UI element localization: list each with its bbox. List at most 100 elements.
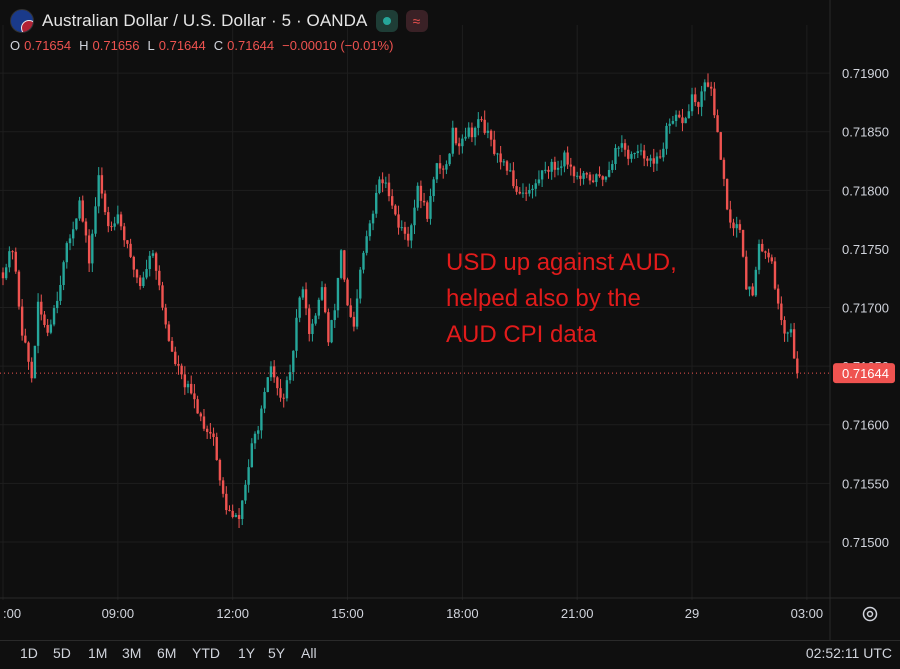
- range-5y[interactable]: 5Y: [268, 645, 286, 661]
- candle-body: [11, 251, 14, 253]
- candle-body: [65, 243, 68, 263]
- candle-body: [617, 147, 620, 149]
- candle-body: [339, 250, 343, 278]
- market-open-icon[interactable]: [375, 10, 398, 32]
- candle-body: [145, 269, 148, 278]
- y-tick-label: 0.71600: [842, 418, 889, 433]
- candle-body: [477, 119, 480, 128]
- candle-body: [496, 153, 499, 155]
- candle-body: [556, 167, 560, 170]
- candle-body: [442, 168, 445, 170]
- symbol-title[interactable]: Australian Dollar / U.S. Dollar · 5 · OA…: [42, 11, 368, 30]
- candle-body: [228, 510, 231, 512]
- candle-body: [560, 166, 563, 168]
- price-axis[interactable]: 0.71900 0.71850 0.71800 0.71750 0.71700 0.716…: [842, 66, 889, 550]
- candle-body: [231, 510, 234, 517]
- wave-icon[interactable]: ≈: [405, 10, 428, 32]
- candle-body: [607, 169, 611, 177]
- candle-body: [375, 192, 378, 214]
- range-1y[interactable]: 1Y: [238, 645, 256, 661]
- annotation-line: AUD CPI data: [446, 321, 597, 348]
- range-3m[interactable]: 3M: [122, 645, 142, 661]
- range-ytd[interactable]: YTD: [192, 645, 220, 661]
- candle-body: [448, 153, 451, 165]
- candle-body: [234, 514, 238, 517]
- candle-body: [470, 127, 474, 138]
- range-all[interactable]: All: [301, 645, 317, 661]
- candle-body: [218, 459, 222, 481]
- candle-body: [652, 158, 655, 164]
- utc-clock[interactable]: 02:52:11 UTC: [805, 645, 892, 661]
- candle-body: [288, 372, 292, 381]
- candle-body: [378, 179, 381, 193]
- candle-body: [678, 114, 681, 118]
- annotation-line: USD up against AUD,: [446, 249, 677, 276]
- range-1m[interactable]: 1M: [88, 645, 108, 661]
- candle-body: [509, 170, 512, 172]
- candle-body: [387, 182, 391, 197]
- last-price-label: 0.71644: [842, 366, 889, 381]
- candle-body: [295, 317, 298, 351]
- x-tick-label: 03:00: [791, 606, 824, 621]
- candle-body: [738, 224, 742, 230]
- y-tick-label: 0.71850: [842, 125, 889, 140]
- candle-body: [78, 200, 81, 219]
- candle-body: [694, 94, 697, 103]
- candle-body: [754, 269, 758, 296]
- candle-body: [59, 285, 62, 301]
- low-key: L: [147, 38, 155, 53]
- candle-body: [732, 222, 735, 229]
- range-5d[interactable]: 5D: [53, 645, 71, 661]
- ohlc-readout: O 0.71654 H 0.71656 L 0.71644 C 0.71644 −0.0…: [10, 38, 397, 53]
- candle-body: [97, 175, 100, 207]
- candle-body: [534, 183, 537, 189]
- candle-body: [36, 301, 40, 346]
- candle-body: [457, 143, 461, 147]
- candle-body: [40, 301, 43, 315]
- annotation-line: helped also by the: [446, 285, 641, 312]
- open-key: O: [10, 38, 21, 53]
- candle-body: [346, 279, 349, 306]
- candle-body: [282, 397, 285, 399]
- candle-body: [461, 138, 464, 147]
- candle-body: [49, 324, 53, 333]
- x-tick-label: 15:00: [331, 606, 364, 621]
- candle-body: [193, 393, 196, 400]
- candle-body: [94, 206, 97, 234]
- candle-body: [323, 287, 327, 313]
- range-6m[interactable]: 6M: [157, 645, 177, 661]
- candle-body: [576, 175, 579, 177]
- candle-body: [221, 480, 225, 494]
- candle-body: [272, 366, 276, 378]
- candle-body: [464, 136, 467, 139]
- candle-body: [429, 196, 432, 219]
- candle-body: [100, 175, 104, 194]
- time-axis[interactable]: :00 09:00 12:00 15:00 18:00 21:00 29 03:00: [3, 606, 823, 621]
- open-value: 0.71654: [24, 38, 72, 53]
- candle-body: [579, 175, 582, 179]
- candle-body: [14, 251, 17, 272]
- candle-body: [400, 227, 403, 229]
- candle-body: [196, 399, 199, 414]
- candle-body: [397, 214, 400, 228]
- candle-body: [646, 158, 649, 161]
- range-1d[interactable]: 1D: [20, 645, 38, 661]
- candle-body: [729, 209, 732, 223]
- candle-body: [381, 179, 384, 184]
- candle-body: [690, 94, 694, 112]
- candle-body: [786, 332, 789, 334]
- candle-body: [435, 163, 439, 180]
- candle-series: [1, 73, 799, 529]
- candle-body: [687, 111, 691, 119]
- candle-body: [151, 253, 155, 256]
- candle-body: [665, 125, 668, 149]
- last-price-badge: [833, 363, 895, 384]
- candle-body: [725, 178, 729, 210]
- gear-icon[interactable]: [860, 604, 880, 624]
- candle-body: [202, 416, 206, 429]
- candle-body: [486, 130, 490, 133]
- y-tick-label: 0.71750: [842, 242, 889, 257]
- candle-body: [700, 91, 703, 107]
- y-tick-label: 0.71900: [842, 66, 889, 81]
